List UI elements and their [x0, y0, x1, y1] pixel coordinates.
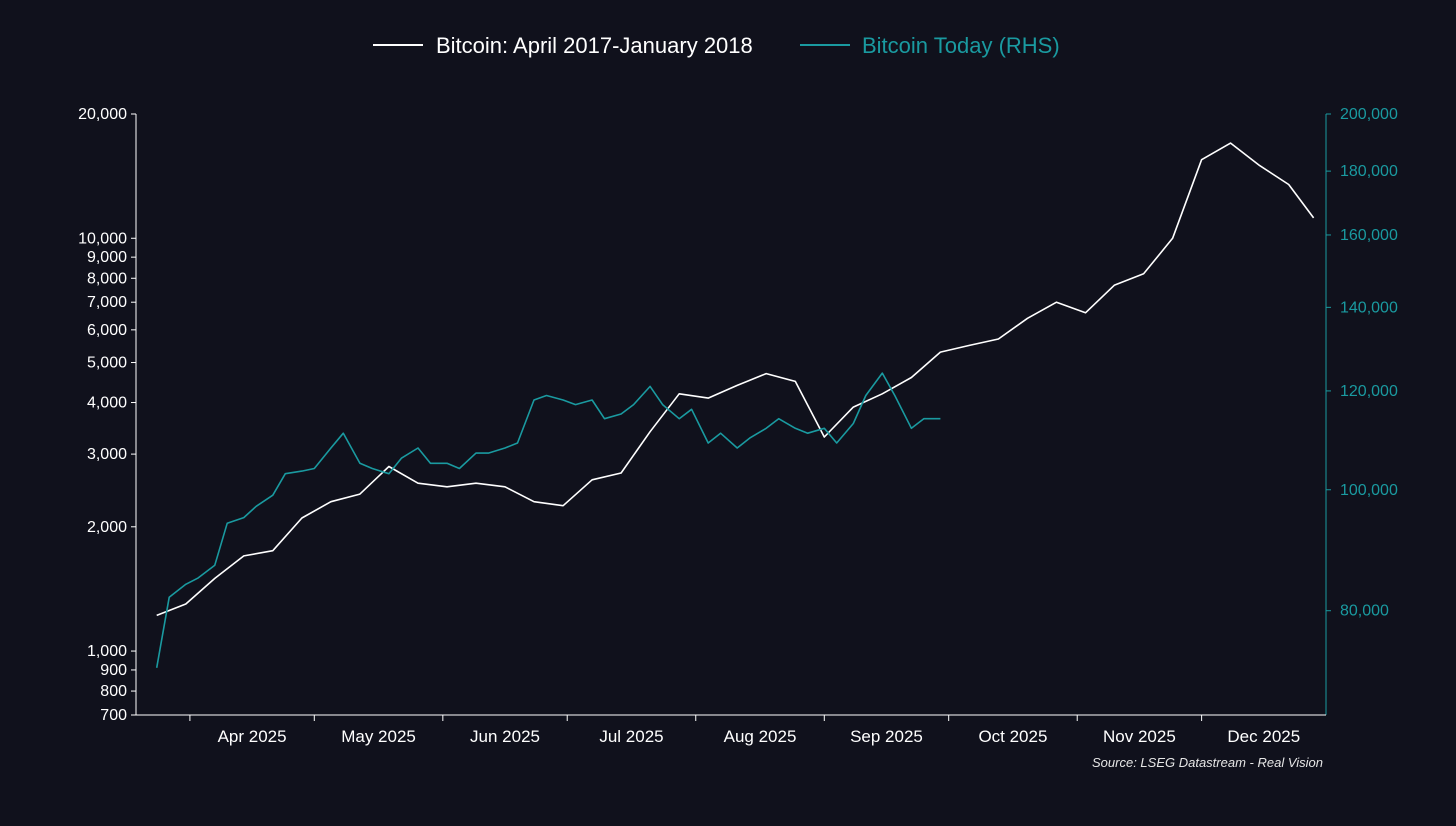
x-tick-label: Oct 2025: [978, 727, 1047, 746]
left-tick-label: 2,000: [87, 519, 127, 536]
right-tick-label: 200,000: [1340, 106, 1398, 123]
right-tick-label: 180,000: [1340, 163, 1398, 180]
x-tick-label: Nov 2025: [1103, 727, 1176, 746]
left-axis: 700 800 900 1,000 2,000 3,000 4,000 5,000 6,000 7…: [78, 106, 137, 724]
left-tick-label: 20,000: [78, 106, 127, 123]
x-tick-label: Aug 2025: [724, 727, 797, 746]
x-tick-label: Dec 2025: [1227, 727, 1300, 746]
left-tick-label: 800: [100, 683, 127, 700]
legend: Bitcoin: April 2017-January 2018 Bitcoin…: [373, 33, 1060, 58]
x-axis: Apr 2025 May 2025 Jun 2025 Jul 2025 Aug 2025…: [136, 714, 1326, 746]
series-layer: [155, 142, 1315, 668]
left-tick-label: 10,000: [78, 230, 127, 247]
left-tick-label: 900: [100, 662, 127, 679]
right-tick-label: 160,000: [1340, 227, 1398, 244]
x-tick-label: May 2025: [341, 727, 416, 746]
legend-label-2017: Bitcoin: April 2017-January 2018: [436, 33, 753, 58]
left-tick-label: 4,000: [87, 395, 127, 412]
right-tick-label: 80,000: [1340, 603, 1389, 620]
x-tick-label: Sep 2025: [850, 727, 923, 746]
right-axis-ticks: 80,000 100,000 120,000 140,000 160,000 180,00…: [1326, 106, 1398, 620]
left-tick-label: 700: [100, 707, 127, 724]
left-tick-label: 9,000: [87, 249, 127, 266]
x-tick-label: Jul 2025: [599, 727, 663, 746]
left-axis-ticks: 700 800 900 1,000 2,000 3,000 4,000 5,000 6,000 7…: [78, 106, 136, 724]
series-line-today: [155, 372, 941, 668]
left-tick-label: 6,000: [87, 322, 127, 339]
right-tick-label: 100,000: [1340, 482, 1398, 499]
x-tick-label: Apr 2025: [218, 727, 287, 746]
right-tick-label: 120,000: [1340, 383, 1398, 400]
left-tick-label: 1,000: [87, 643, 127, 660]
right-axis: 80,000 100,000 120,000 140,000 160,000 180,00…: [1325, 106, 1398, 715]
right-tick-label: 140,000: [1340, 299, 1398, 316]
left-tick-label: 5,000: [87, 355, 127, 372]
left-tick-label: 7,000: [87, 294, 127, 311]
legend-label-today: Bitcoin Today (RHS): [862, 33, 1060, 58]
x-axis-ticks: Apr 2025 May 2025 Jun 2025 Jul 2025 Aug 2025…: [189, 715, 1300, 746]
x-tick-label: Jun 2025: [470, 727, 540, 746]
series-line-2017: [156, 142, 1315, 617]
left-tick-label: 8,000: [87, 270, 127, 287]
left-tick-label: 3,000: [87, 446, 127, 463]
source-note: Source: LSEG Datastream - Real Vision: [1092, 755, 1323, 770]
